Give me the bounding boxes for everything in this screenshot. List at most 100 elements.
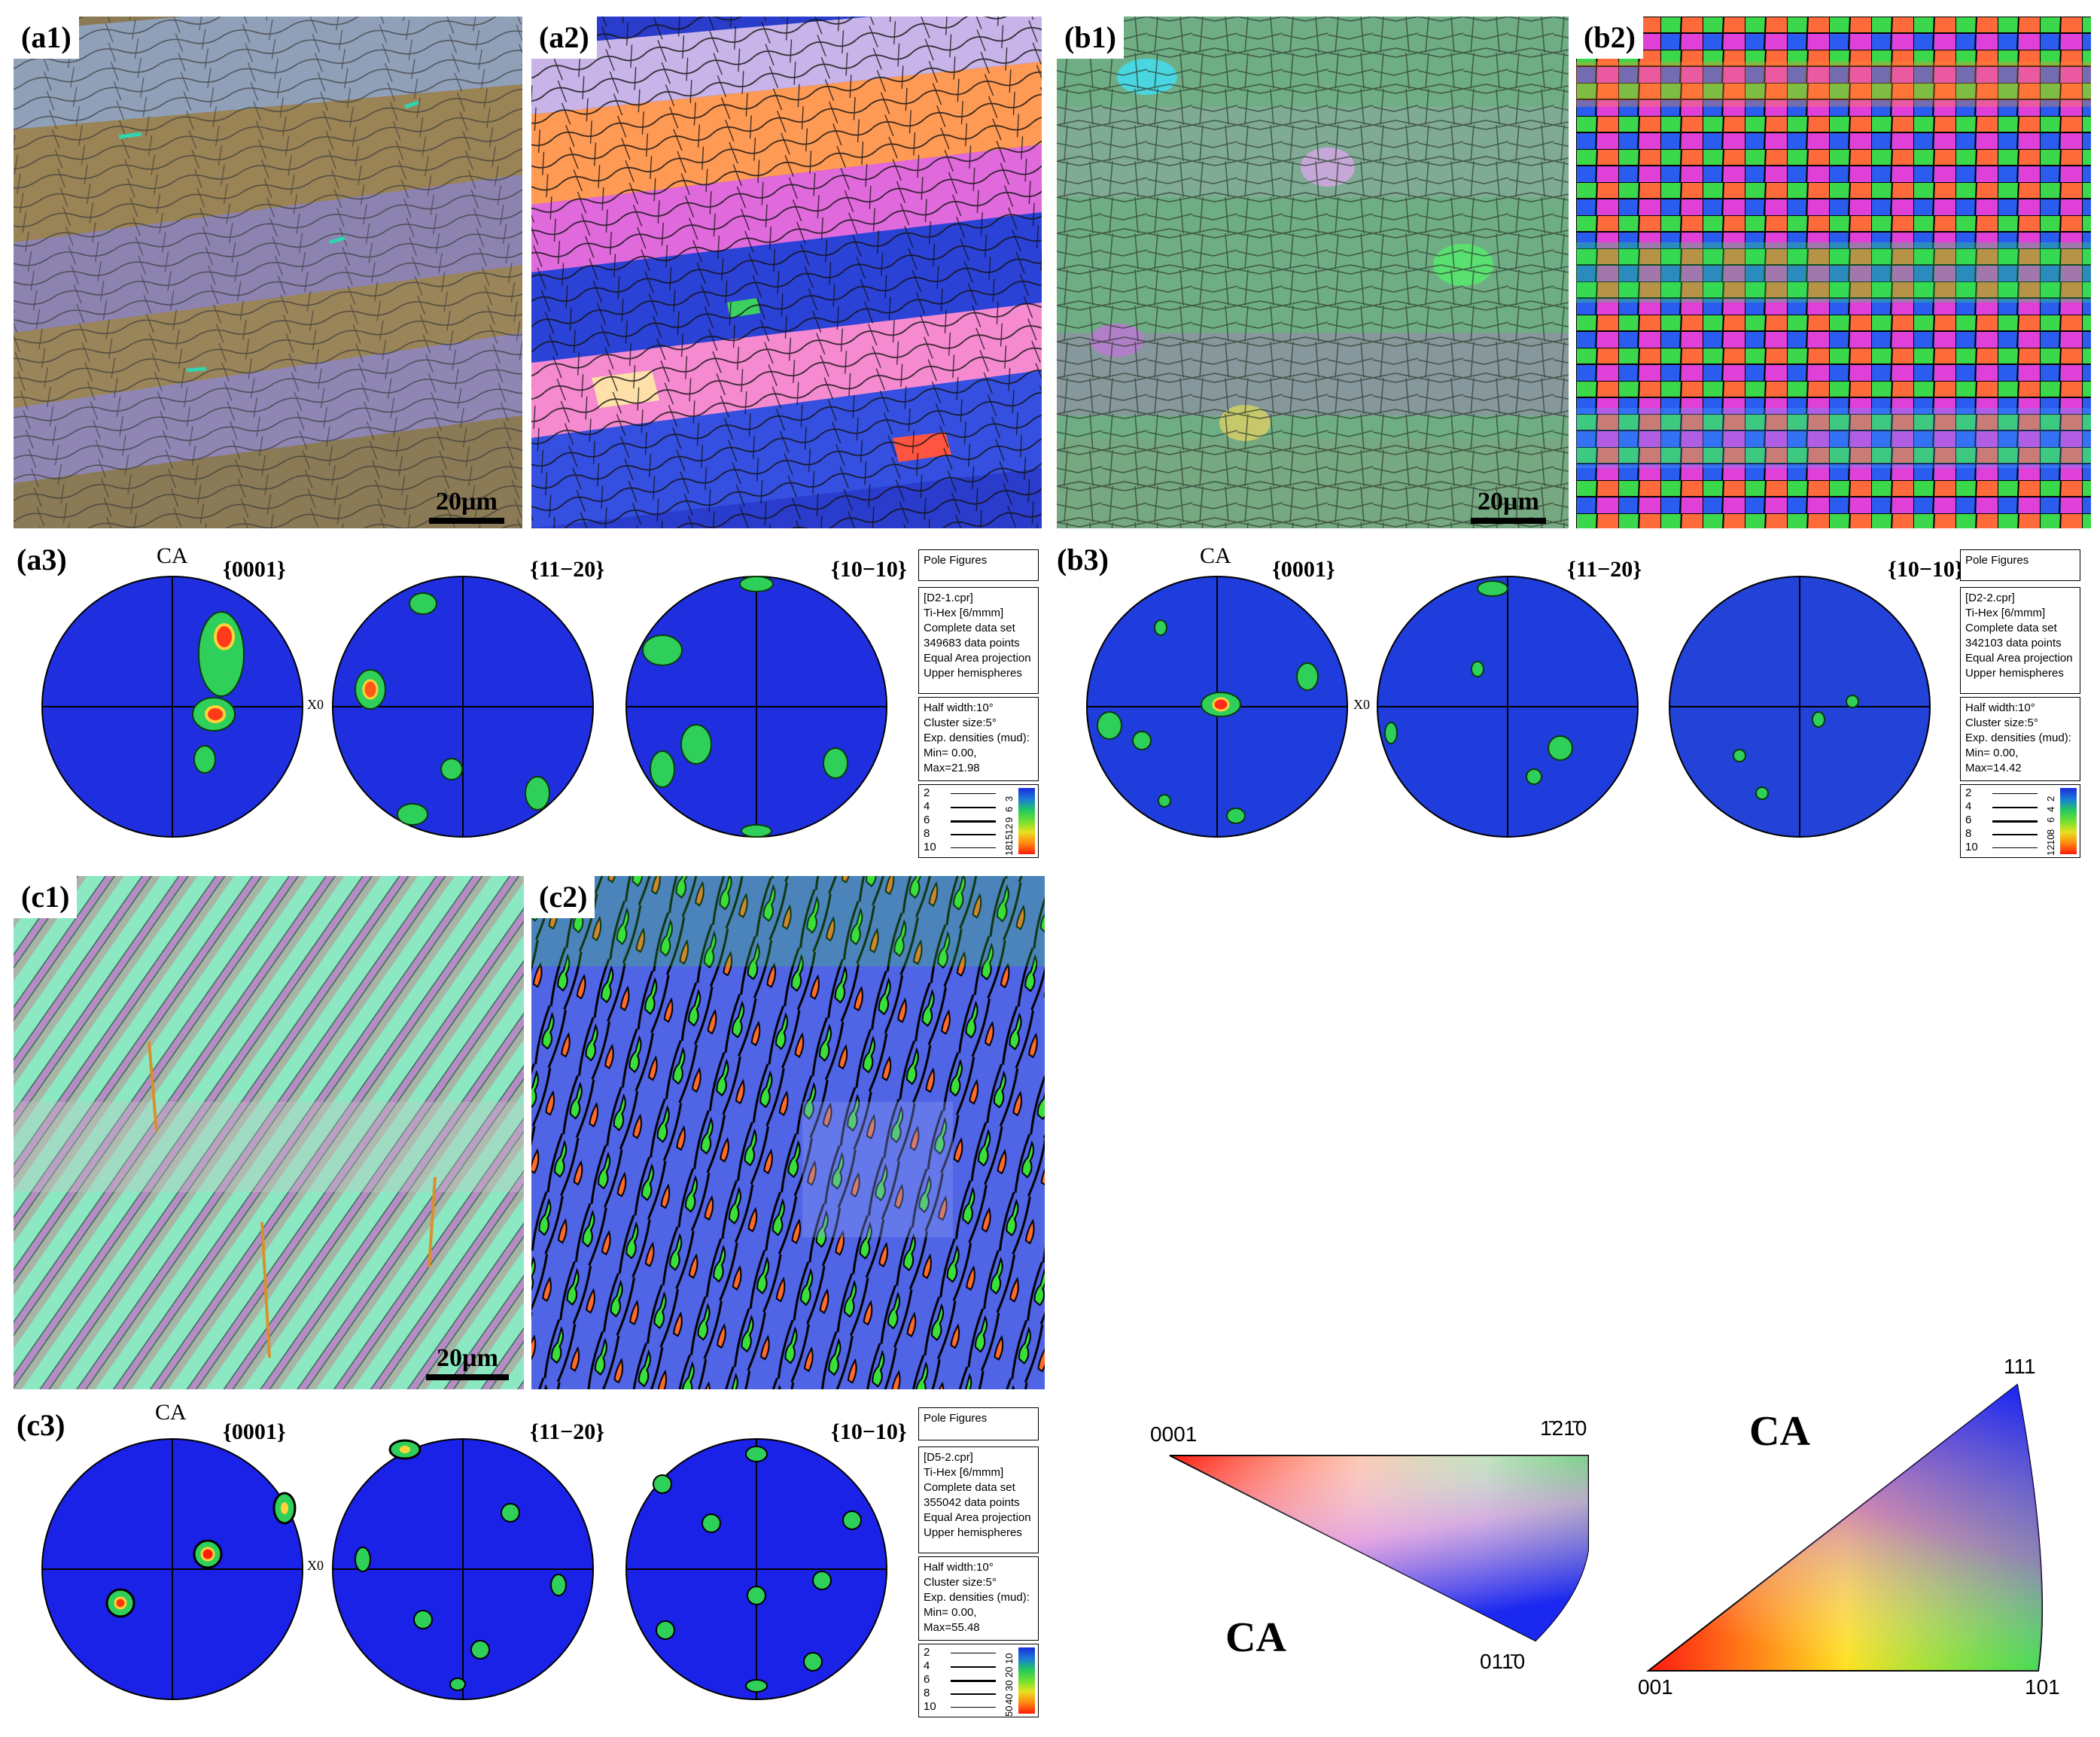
scalebar-c1: 20µm	[426, 1344, 509, 1380]
pole-figure-c3-0001	[41, 1438, 303, 1700]
pf-b3-cbar-tick: 4	[2045, 806, 2056, 812]
pf-a3-cbar-tick: 12	[1003, 823, 1015, 835]
pf-b3-cbar-tick: 10	[2045, 834, 2056, 845]
panel-label-c2: (c2)	[531, 876, 595, 918]
pf-a3-level-4: 8	[924, 827, 930, 840]
pf-c3-info-box: [D5-2.cpr] Ti-Hex [6/mmm] Complete data …	[918, 1446, 1039, 1553]
map-c2: (c2)	[531, 876, 1045, 1389]
pf-c3-dataset: Complete data set	[924, 1481, 1015, 1494]
pole-figure-a3-1120	[332, 576, 594, 838]
pf-b3-header: Pole Figures	[1965, 554, 2029, 567]
pf-c3-colorbar	[1018, 1647, 1035, 1714]
pf-b3-cbar-tick: 12	[2045, 844, 2056, 856]
scalebar-a1-text: 20µm	[436, 488, 498, 516]
panel-label-b3: (b3)	[1057, 543, 1109, 576]
pf-a3-cluster: Cluster size:5°	[924, 716, 997, 729]
map-a2: (a2)	[531, 17, 1042, 528]
pf-a3-colorbar	[1018, 788, 1035, 854]
pf-a3-level-line	[951, 820, 996, 823]
ipf-cubic-triangle	[1646, 1383, 2044, 1672]
map-b1: (b1) 20µm	[1057, 17, 1569, 528]
pf-b3-dataset: Complete data set	[1965, 622, 2057, 634]
pf-c3-level-4: 8	[924, 1687, 930, 1699]
pf-b3-level-1: 2	[1965, 786, 1972, 799]
pf-c3-minmax: Min= 0.00, Max=55.48	[924, 1606, 980, 1634]
pf-c3-legend: 2 4 6 8 10 10 20 30 40 50	[918, 1644, 1039, 1717]
pf-b3-level-3: 6	[1965, 814, 1972, 826]
pf-c3-level-line	[951, 1707, 996, 1708]
pf-b3-colorbar	[2060, 788, 2077, 854]
pf-a3-header-box: Pole Figures	[918, 549, 1039, 581]
pf-c3-cbar-tick: 40	[1003, 1693, 1015, 1705]
pf-a3-cbar-tick: 3	[1003, 795, 1015, 802]
pf-a3-dataset: Complete data set	[924, 622, 1015, 634]
pf-a3-ca-label: CA	[157, 543, 188, 568]
pf-b3-hemisphere: Upper hemispheres	[1965, 667, 2064, 680]
pf-a3-header: Pole Figures	[924, 554, 988, 567]
pf-b3-params-box: Half width:10° Cluster size:5° Exp. dens…	[1960, 697, 2080, 781]
pf-a3-level-1: 2	[924, 786, 930, 799]
pf-c3-cbar-tick: 30	[1003, 1680, 1015, 1691]
pole-figure-a3-0001	[41, 576, 303, 838]
map-a1: (a1) 20µm	[14, 17, 522, 528]
pf-c3-cluster: Cluster size:5°	[924, 1576, 997, 1589]
pf-a3-hemisphere: Upper hemispheres	[924, 667, 1022, 680]
panel-label-a3: (a3)	[17, 543, 67, 576]
scalebar-a1: 20µm	[429, 488, 504, 524]
pf-c3-cbar-tick: 10	[1003, 1653, 1015, 1664]
pole-figure-b3-1120	[1377, 576, 1639, 838]
pf-b3-x0: X0	[1353, 697, 1370, 712]
panel-label-b1: (b1)	[1057, 17, 1124, 59]
pf-c3-hemisphere: Upper hemispheres	[924, 1526, 1022, 1539]
pf-a3-level-2: 4	[924, 800, 930, 813]
scalebar-c1-bar	[426, 1374, 509, 1380]
pf-b3-cbar-tick: 6	[2045, 817, 2056, 823]
pole-figure-a3-1010	[625, 576, 887, 838]
panel-label-a2: (a2)	[531, 17, 597, 59]
pf-b3-level-line	[1992, 820, 2038, 823]
map-c1-graphic	[14, 876, 524, 1389]
scalebar-b1: 20µm	[1471, 488, 1546, 524]
pf-a3-phase: Ti-Hex [6/mmm]	[924, 607, 1004, 619]
pf-a3-cbar-tick: 15	[1003, 834, 1015, 845]
pf-c3-points: 355042 data points	[924, 1496, 1020, 1509]
pf-b3-level-5: 10	[1965, 841, 1978, 853]
pf-a3-cbar-tick: 6	[1003, 806, 1015, 812]
map-a1-graphic	[14, 17, 522, 528]
pf-a3-file: [D2-1.cpr]	[924, 592, 973, 604]
pf-a3-title-3: {10−10}	[831, 557, 907, 582]
pf-c3-file: [D5-2.cpr]	[924, 1451, 973, 1464]
pole-figure-b3-0001	[1086, 576, 1348, 838]
pf-c3-title-2: {11−20}	[530, 1419, 605, 1444]
pf-a3-info-box: [D2-1.cpr] Ti-Hex [6/mmm] Complete data …	[918, 587, 1039, 694]
pf-c3-level-line	[951, 1680, 996, 1682]
ipf-hex-corner-0001: 0001	[1150, 1422, 1198, 1446]
ipf-cubic-corner-101: 101	[2025, 1675, 2060, 1699]
pf-a3-x0: X0	[307, 697, 324, 712]
map-a2-graphic	[531, 17, 1042, 528]
pf-c3-params-box: Half width:10° Cluster size:5° Exp. dens…	[918, 1556, 1039, 1641]
ipf-cubic-corner-111: 111	[2004, 1355, 2036, 1378]
pf-c3-projection: Equal Area projection	[924, 1511, 1031, 1524]
pf-a3-level-3: 6	[924, 814, 930, 826]
scalebar-c1-text: 20µm	[437, 1344, 498, 1372]
pf-c3-cbar-tick: 20	[1003, 1666, 1015, 1678]
ipf-hex-triangle	[1169, 1455, 1589, 1642]
pf-b3-level-2: 4	[1965, 800, 1972, 813]
map-b2-graphic	[1576, 17, 2091, 528]
pf-b3-projection: Equal Area projection	[1965, 652, 2073, 665]
pf-a3-projection: Equal Area projection	[924, 652, 1031, 665]
pf-c3-title-3: {10−10}	[831, 1419, 907, 1444]
pf-a3-level-line	[951, 793, 996, 794]
ipf-hex-corner-1210: 1̄21̄0	[1540, 1416, 1587, 1440]
pf-b3-file: [D2-2.cpr]	[1965, 592, 2015, 604]
pf-c3-title-1: {0001}	[223, 1419, 286, 1444]
pf-a3-points: 349683 data points	[924, 637, 1020, 649]
panel-label-b2: (b2)	[1576, 17, 1643, 59]
pf-b3-points: 342103 data points	[1965, 637, 2062, 649]
pf-c3-cbar-tick: 50	[1003, 1705, 1015, 1717]
pf-b3-densities: Exp. densities (mud):	[1965, 732, 2071, 744]
pf-b3-level-line	[1992, 847, 2038, 848]
pf-b3-title-3: {10−10}	[1888, 557, 1964, 582]
pf-b3-level-4: 8	[1965, 827, 1972, 840]
